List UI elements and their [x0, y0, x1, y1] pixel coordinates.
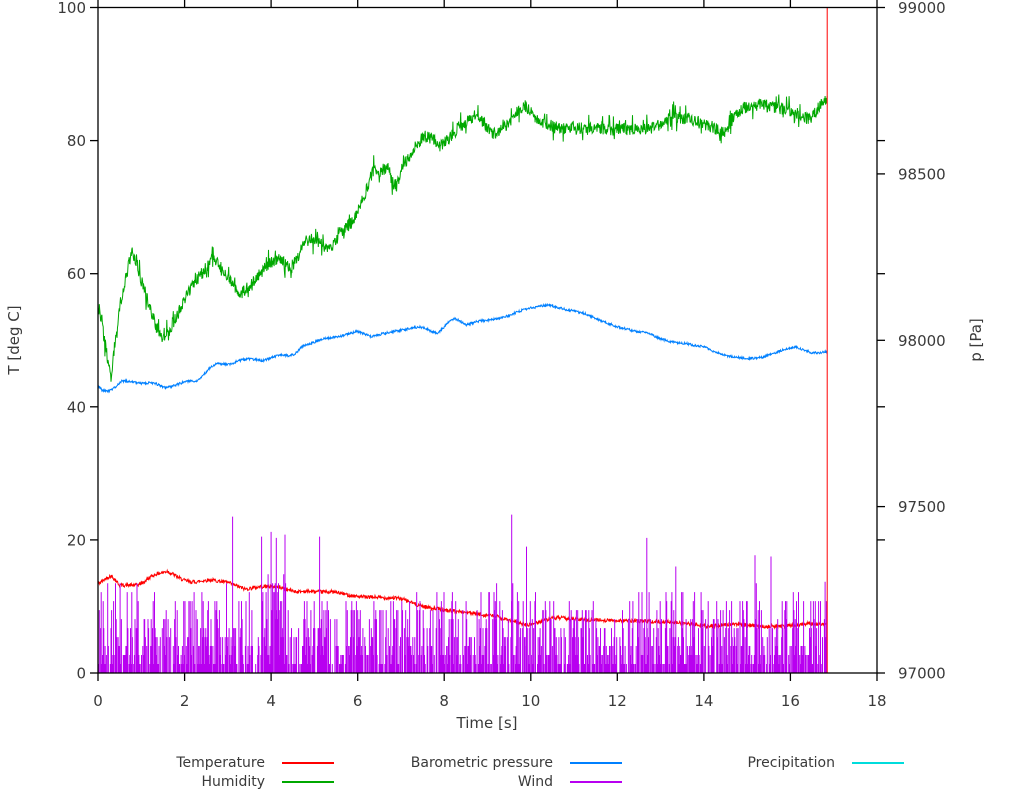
legend-line-temperature: [282, 762, 334, 764]
y2-tick-label: 98500: [898, 165, 946, 183]
x-tick-label: 6: [353, 692, 363, 710]
axes-layer: 0 2 4 6 8 10 12 14 16 18 0 20 40 60 80 100 97000 97500 980…: [57, 0, 946, 710]
y2-tick-label: 97000: [898, 665, 946, 683]
y2-tick-label: 98000: [898, 332, 946, 350]
legend-label-pressure: Barometric pressure: [410, 755, 553, 771]
legend-label-precipitation: Precipitation: [747, 755, 835, 771]
series-pressure: [97, 302, 828, 394]
legend-line-wind: [570, 781, 622, 783]
legend-line-precipitation: [852, 762, 904, 764]
y-tick-label: 100: [57, 0, 86, 17]
x-tick-label: 4: [266, 692, 276, 710]
x-tick-label: 16: [781, 692, 800, 710]
series-wind: [97, 514, 828, 673]
y-tick-label: 40: [67, 398, 86, 416]
y2-axis-label: p [Pa]: [967, 318, 985, 362]
x-axis-label: Time [s]: [456, 714, 518, 732]
y-tick-label: 80: [67, 132, 86, 150]
legend-line-humidity: [282, 781, 334, 783]
legend-label-humidity: Humidity: [201, 774, 265, 790]
x-tick-label: 12: [608, 692, 627, 710]
x-tick-label: 18: [867, 692, 886, 710]
series-humidity: [97, 94, 828, 382]
x-tick-label: 8: [439, 692, 449, 710]
x-tick-label: 14: [694, 692, 713, 710]
x-tick-label: 2: [180, 692, 190, 710]
legend-label-temperature: Temperature: [176, 755, 265, 771]
legend-line-pressure: [570, 762, 622, 764]
y2-tick-label: 99000: [898, 0, 946, 17]
y-tick-label: 20: [67, 531, 86, 549]
x-tick-label: 10: [521, 692, 540, 710]
y-tick-label: 60: [67, 265, 86, 283]
series-layer: [97, 7, 828, 674]
y-axis-label: T [deg C]: [5, 305, 23, 375]
legend-label-wind: Wind: [517, 774, 553, 790]
y-tick-label: 0: [76, 665, 86, 683]
y2-tick-label: 97500: [898, 498, 946, 516]
x-tick-label: 0: [93, 692, 103, 710]
